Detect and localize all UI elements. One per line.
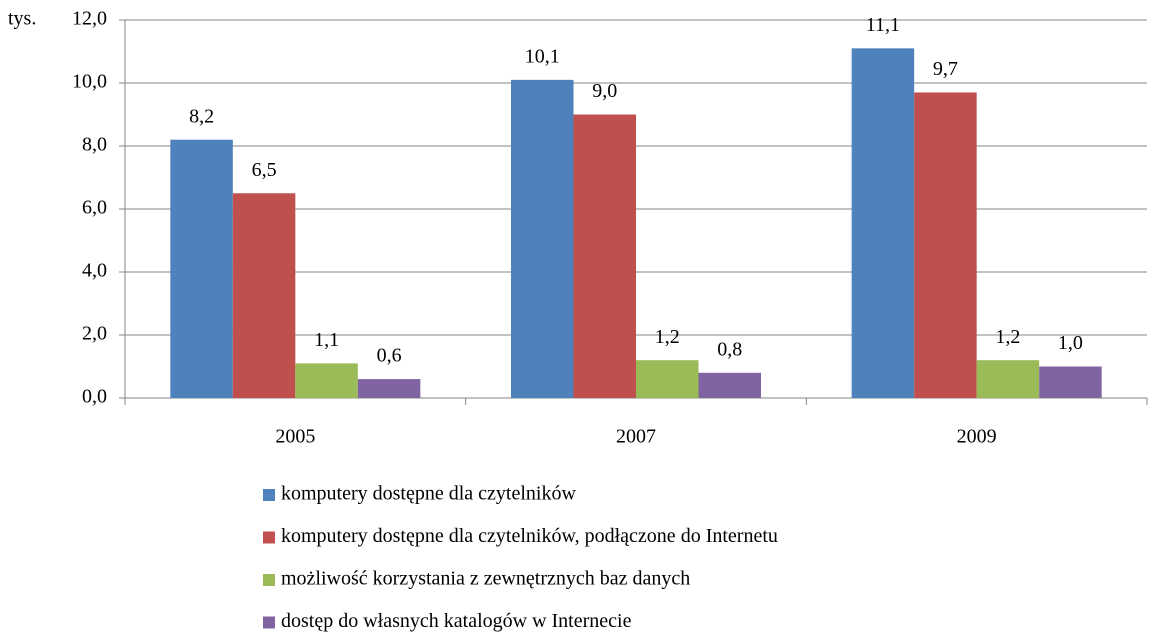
bar — [851, 48, 915, 398]
bar — [1039, 366, 1102, 398]
legend-label: dostęp do własnych katalogów w Interneci… — [281, 610, 632, 632]
bar — [914, 92, 977, 398]
x-tick-label: 2005 — [275, 426, 315, 448]
bar — [511, 79, 574, 398]
legend-swatch — [263, 531, 275, 544]
value-label: 1,1 — [314, 329, 339, 351]
y-axis-label: tys. — [8, 8, 36, 30]
value-label: 0,6 — [377, 345, 402, 367]
bar — [976, 360, 1040, 398]
bar — [636, 360, 699, 398]
bar — [295, 363, 358, 398]
bar — [573, 114, 636, 398]
y-tick-label: 2,0 — [82, 323, 107, 345]
value-label: 8,2 — [189, 105, 214, 127]
y-tick-label: 8,0 — [82, 134, 107, 156]
legend-label: możliwość korzystania z zewnętrznych baz… — [281, 568, 690, 590]
value-label: 0,8 — [717, 338, 742, 360]
bar — [170, 139, 233, 398]
legend-label: komputery dostępne dla czytelników — [281, 483, 576, 505]
x-tick-label: 2009 — [957, 426, 997, 448]
value-label: 9,0 — [592, 80, 617, 102]
y-tick-label: 4,0 — [82, 260, 107, 282]
value-label: 6,5 — [252, 159, 277, 181]
legend-swatch — [263, 489, 275, 501]
y-tick-label: 12,0 — [72, 8, 107, 30]
value-label: 1,2 — [655, 326, 680, 348]
value-label: 10,1 — [525, 45, 560, 67]
y-tick-label: 10,0 — [72, 71, 107, 93]
legend-label: komputery dostępne dla czytelników, podł… — [281, 525, 778, 547]
value-label: 11,1 — [866, 14, 900, 36]
bar — [232, 193, 296, 398]
x-tick-label: 2007 — [616, 426, 656, 448]
legend-swatch — [263, 616, 275, 629]
bar — [698, 372, 761, 398]
value-label: 1,2 — [995, 326, 1020, 348]
y-tick-label: 6,0 — [82, 197, 107, 219]
value-label: 1,0 — [1058, 332, 1083, 354]
bar — [357, 379, 421, 398]
y-tick-label: 0,0 — [82, 386, 107, 408]
value-label: 9,7 — [933, 58, 958, 80]
legend-swatch — [263, 574, 275, 586]
